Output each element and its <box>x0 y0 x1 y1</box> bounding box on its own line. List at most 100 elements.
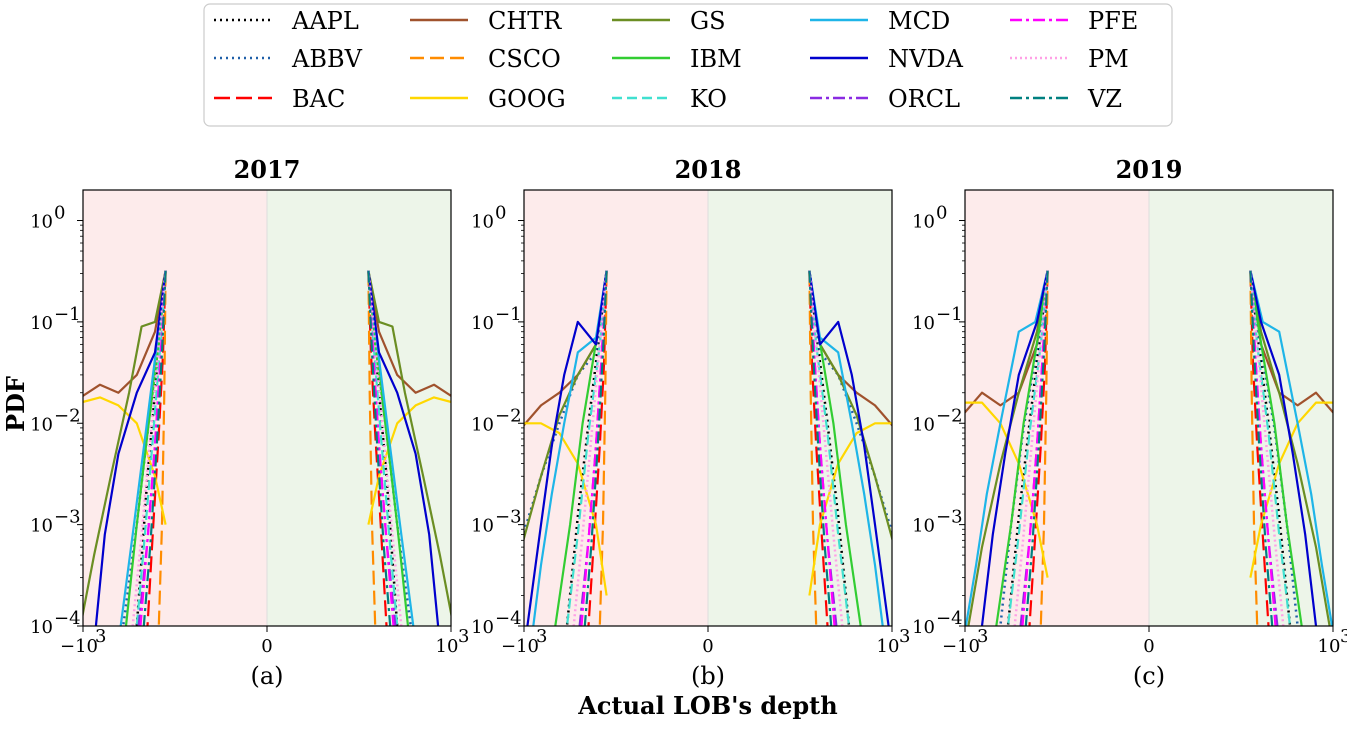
x-tick-exponent: 3 <box>95 626 106 647</box>
series-line-mcd-right <box>1249 270 1333 626</box>
legend-entry-orcl: ORCL <box>810 85 960 113</box>
legend-frame <box>203 3 1173 127</box>
series-line-goog-right <box>1249 401 1333 578</box>
y-tick-exponent: −4 <box>495 608 522 629</box>
series-line-ko-right <box>808 270 851 626</box>
series-line-vz-left <box>1024 270 1049 626</box>
bid-side-shade <box>1149 190 1333 626</box>
legend-entry-vz: VZ <box>1010 85 1122 113</box>
legend-label-gs: GS <box>690 7 726 35</box>
y-tick-exponent: −2 <box>936 405 963 426</box>
panel-title: 2018 <box>675 155 742 184</box>
legend-entry-bac: BAC <box>214 85 345 113</box>
x-tick-exponent: 3 <box>977 626 988 647</box>
series-line-vz-right <box>808 270 833 626</box>
series-line-bac-right <box>808 270 829 626</box>
y-tick-label: 10 <box>471 414 494 435</box>
legend-label-aapl: AAPL <box>291 7 359 35</box>
legend-entry-nvda: NVDA <box>810 45 964 73</box>
series-line-csco-left <box>1039 270 1049 626</box>
series-line-pm-left <box>1013 270 1049 626</box>
series-line-goog-left <box>83 396 167 525</box>
panel-sublabel: (c) <box>1133 662 1165 690</box>
x-tick-label: 10 <box>877 636 900 657</box>
series-line-ko-left <box>565 270 608 626</box>
y-tick-exponent: 0 <box>54 203 65 224</box>
y-tick-label: 10 <box>912 414 935 435</box>
legend: AAPL ABBV BAC CHTR CSCO GOOG GS IBM KO MCD NVDA ORC… <box>203 3 1173 127</box>
series-line-nvda-left <box>526 270 608 626</box>
series-line-ibm-right <box>1249 270 1303 626</box>
series-line-chtr-right <box>1249 270 1333 414</box>
series-line-csco-left <box>157 270 167 626</box>
legend-label-mcd: MCD <box>888 7 950 35</box>
legend-entry-ko: KO <box>612 85 727 113</box>
y-tick-exponent: −1 <box>495 304 522 325</box>
series-line-vz-left <box>142 270 167 626</box>
legend-label-goog: GOOG <box>488 85 566 113</box>
ask-side-shade <box>965 190 1149 626</box>
panel-sublabel: (b) <box>691 662 725 690</box>
series-line-csco-right <box>808 270 818 626</box>
series-line-mcd-left <box>965 270 1049 626</box>
series-line-bac-right <box>1249 270 1270 626</box>
legend-label-ibm: IBM <box>690 45 742 73</box>
y-tick-exponent: 0 <box>936 203 947 224</box>
x-tick-exponent: 3 <box>899 626 910 647</box>
series-line-abbv-right <box>808 270 892 537</box>
series-line-vz-right <box>1249 270 1274 626</box>
x-tick-exponent: 3 <box>1340 626 1347 647</box>
legend-label-orcl: ORCL <box>888 85 960 113</box>
series-line-goog-right <box>808 422 892 596</box>
y-tick-label: 10 <box>471 313 494 334</box>
x-tick-label: 0 <box>702 636 713 657</box>
series-line-pm-right <box>367 270 403 626</box>
series-line-nvda-right <box>367 270 440 626</box>
x-tick-exponent: 3 <box>458 626 469 647</box>
legend-entry-chtr: CHTR <box>410 7 562 35</box>
y-tick-exponent: −4 <box>54 608 81 629</box>
legend-entry-aapl: AAPL <box>214 7 359 35</box>
x-tick-label: −10 <box>60 636 98 657</box>
y-tick-exponent: −2 <box>54 405 81 426</box>
legend-label-pm: PM <box>1088 45 1129 73</box>
series-line-chtr-left <box>965 270 1049 414</box>
legend-label-pfe: PFE <box>1088 7 1138 35</box>
x-tick-label: 10 <box>1318 636 1341 657</box>
bid-side-shade <box>708 190 892 626</box>
y-tick-exponent: −3 <box>54 507 81 528</box>
series-line-ko-left <box>1006 270 1049 626</box>
legend-entry-goog: GOOG <box>410 85 566 113</box>
y-tick-label: 10 <box>471 212 494 233</box>
panel-title: 2017 <box>234 155 301 184</box>
series-line-goog-left <box>524 422 608 596</box>
series-line-pm-right <box>1249 270 1285 626</box>
ask-side-shade <box>83 190 267 626</box>
series-line-goog-left <box>965 401 1049 578</box>
series-line-ko-right <box>1249 270 1292 626</box>
y-tick-label: 10 <box>30 516 53 537</box>
series-line-bac-left <box>587 270 608 626</box>
series-line-bac-left <box>1028 270 1049 626</box>
series-line-gs-left <box>83 270 167 619</box>
series-line-pm-right <box>808 270 844 626</box>
series-line-csco-left <box>598 270 608 626</box>
legend-label-csco: CSCO <box>488 45 561 73</box>
legend-entry-pfe: PFE <box>1010 7 1138 35</box>
legend-label-abbv: ABBV <box>291 45 363 73</box>
series-line-csco-right <box>1249 270 1259 626</box>
x-tick-exponent: 3 <box>536 626 547 647</box>
y-tick-label: 10 <box>912 313 935 334</box>
y-tick-exponent: −2 <box>495 405 522 426</box>
x-tick-label: 10 <box>436 636 459 657</box>
legend-entry-abbv: ABBV <box>214 45 363 73</box>
panel-sublabel: (a) <box>250 662 283 690</box>
y-tick-label: 10 <box>30 313 53 334</box>
y-tick-exponent: −1 <box>936 304 963 325</box>
series-group <box>965 270 1333 626</box>
